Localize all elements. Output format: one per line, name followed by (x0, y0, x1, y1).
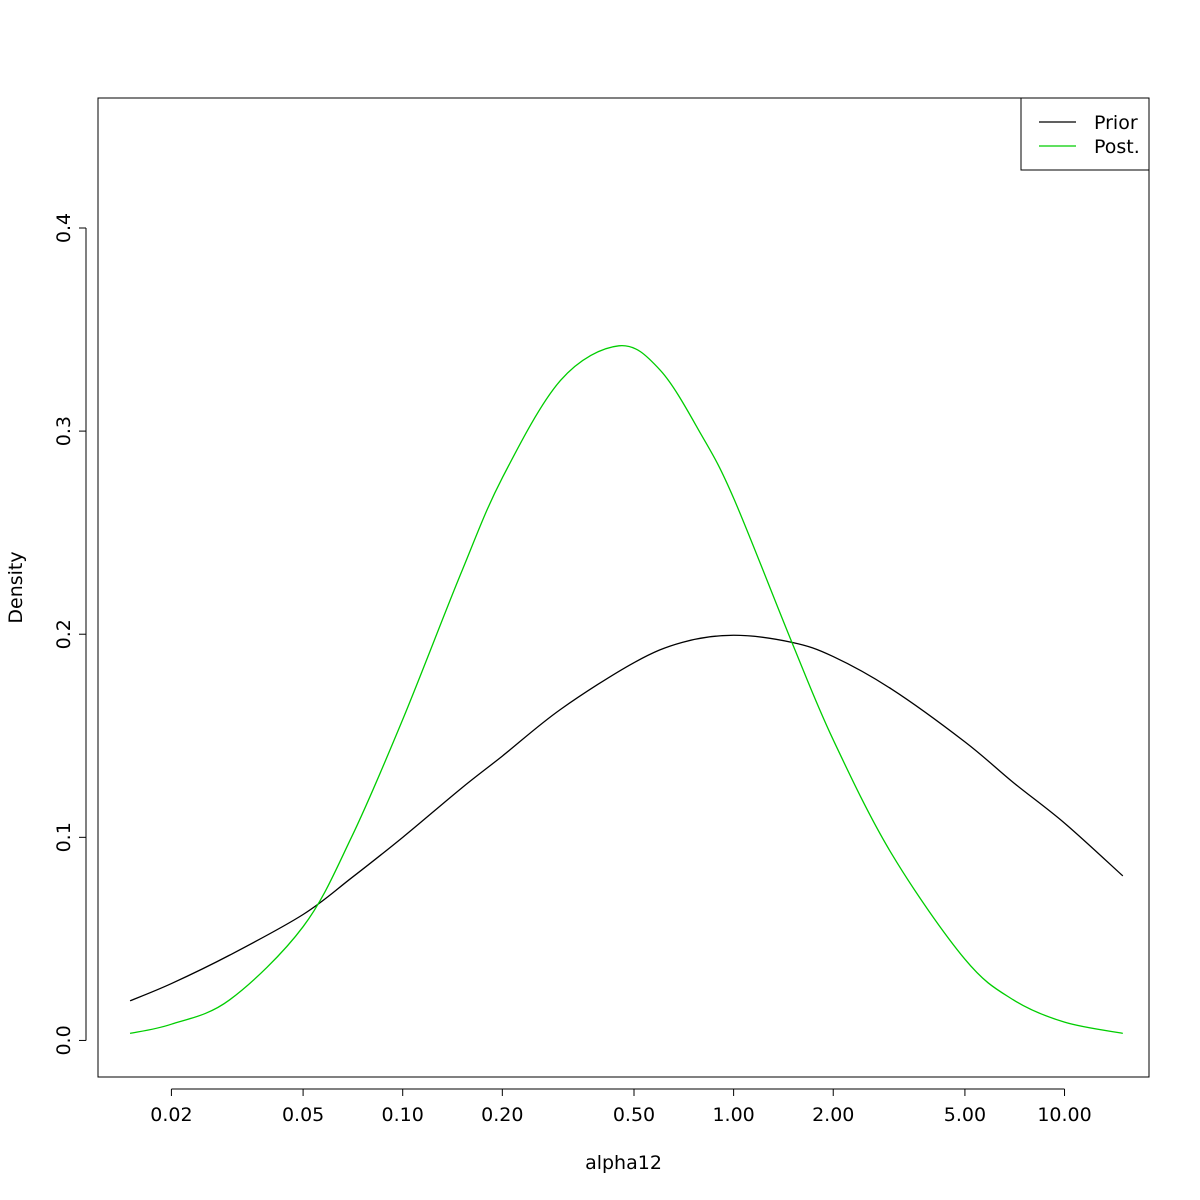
x-tick-label: 5.00 (944, 1104, 986, 1126)
x-tick-label: 1.00 (712, 1104, 754, 1126)
x-axis-label: alpha12 (585, 1152, 662, 1174)
x-tick-label: 0.50 (613, 1104, 655, 1126)
y-tick-label: 0.4 (53, 213, 75, 243)
legend-box (1020, 97, 1150, 171)
y-axis-label: Density (5, 551, 27, 623)
y-tick-label: 0.0 (53, 1025, 75, 1055)
x-tick-label: 0.02 (150, 1104, 192, 1126)
x-tick-label: 2.00 (812, 1104, 854, 1126)
x-tick-label: 0.20 (481, 1104, 523, 1126)
plot-frame (97, 97, 1150, 1078)
legend-label: Post. (1094, 136, 1140, 158)
x-tick-label: 0.05 (282, 1104, 324, 1126)
legend-label: Prior (1094, 112, 1138, 134)
y-tick-label: 0.3 (53, 416, 75, 446)
series-line-post (129, 345, 1123, 1034)
series-line-prior (129, 634, 1124, 1002)
series-layer (129, 345, 1124, 1034)
x-tick-label: 0.10 (382, 1104, 424, 1126)
y-tick-label: 0.2 (53, 619, 75, 649)
x-axis: 0.02 0.05 0.10 0.20 0.50 1.00 2.00 5.00 10.00 (150, 1088, 1092, 1126)
x-tick-label: 10.00 (1037, 1104, 1091, 1126)
y-axis: 0.0 0.1 0.2 0.3 0.4 (53, 213, 87, 1056)
y-tick-label: 0.1 (53, 822, 75, 852)
